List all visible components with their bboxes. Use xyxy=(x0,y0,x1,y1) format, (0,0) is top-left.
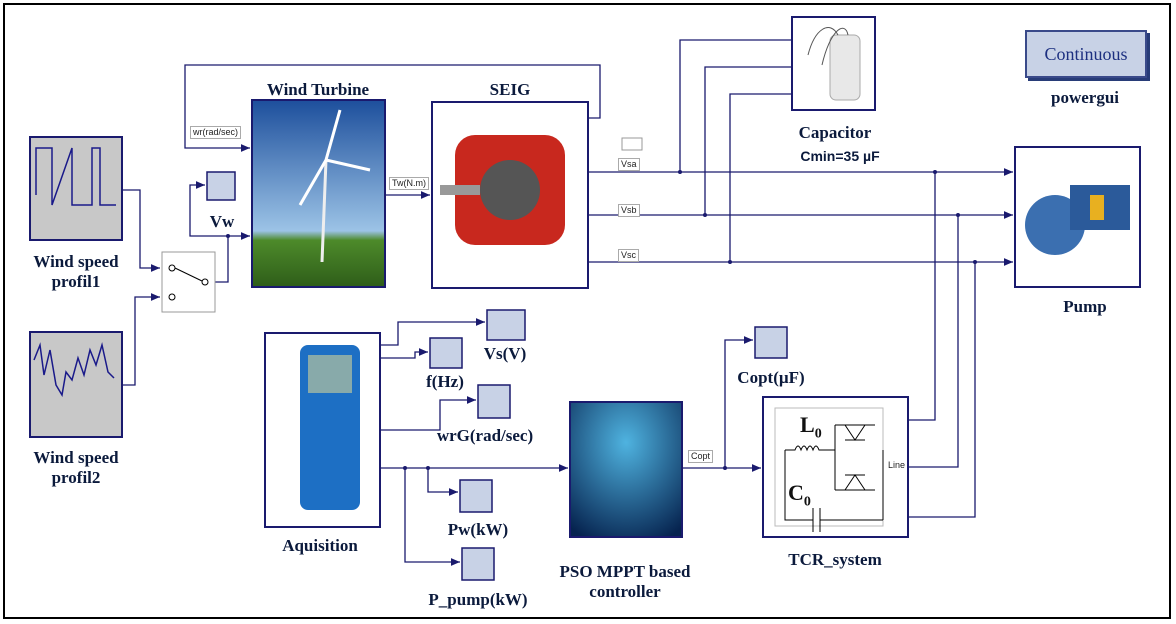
node-label: Aquisition xyxy=(282,536,358,555)
frame xyxy=(3,3,1171,619)
profil2-block xyxy=(29,331,123,438)
node-label: Vw xyxy=(209,212,235,231)
port-label: Vsa xyxy=(618,158,640,171)
node-label: Copt(µF) xyxy=(737,368,805,387)
seig-block xyxy=(431,101,589,289)
profil1-block xyxy=(29,136,123,241)
node-label: Vs(V) xyxy=(483,344,527,363)
node-label: Pw(kW) xyxy=(447,520,509,539)
port-label: Vsb xyxy=(618,204,640,217)
junctions xyxy=(226,170,977,470)
node-label: TCR_system xyxy=(788,550,882,569)
capacitor-block xyxy=(791,16,876,111)
port-label: Vsc xyxy=(618,249,640,262)
node-label: P_pump(kW) xyxy=(428,590,528,609)
node-label: PSO MPPT based controller xyxy=(559,562,691,601)
port-label: Copt xyxy=(688,450,714,463)
node-label: Pump xyxy=(1063,297,1107,316)
pso-block xyxy=(569,401,683,538)
node-label: Capacitor xyxy=(798,123,872,142)
port-label: Line xyxy=(888,460,906,470)
node-label: Wind speed profil1 xyxy=(33,252,119,291)
node-note: Cmin=35 µF xyxy=(800,148,880,164)
inductor-symbol: L0 xyxy=(800,412,822,442)
scopes xyxy=(206,171,788,581)
empty-box xyxy=(621,137,643,151)
node-label: Wind speed profil2 xyxy=(33,448,119,487)
node-label: SEIG xyxy=(489,80,531,99)
pump-block xyxy=(1014,146,1141,288)
aquisition-block xyxy=(264,332,381,528)
switch xyxy=(161,251,216,313)
powergui-label: powergui xyxy=(1051,88,1119,107)
turbine-block xyxy=(251,99,386,288)
port-label: wr(rad/sec) xyxy=(190,126,242,139)
powergui-button[interactable]: Continuous xyxy=(1025,30,1147,78)
node-label: f(Hz) xyxy=(426,372,464,391)
tcr-block xyxy=(762,396,909,538)
wires xyxy=(122,39,1013,566)
node-label: Wind Turbine xyxy=(266,80,370,99)
port-label: Tw(N.m) xyxy=(389,177,429,190)
node-label: wrG(rad/sec) xyxy=(436,426,534,445)
capacitor-symbol: C0 xyxy=(788,480,811,510)
